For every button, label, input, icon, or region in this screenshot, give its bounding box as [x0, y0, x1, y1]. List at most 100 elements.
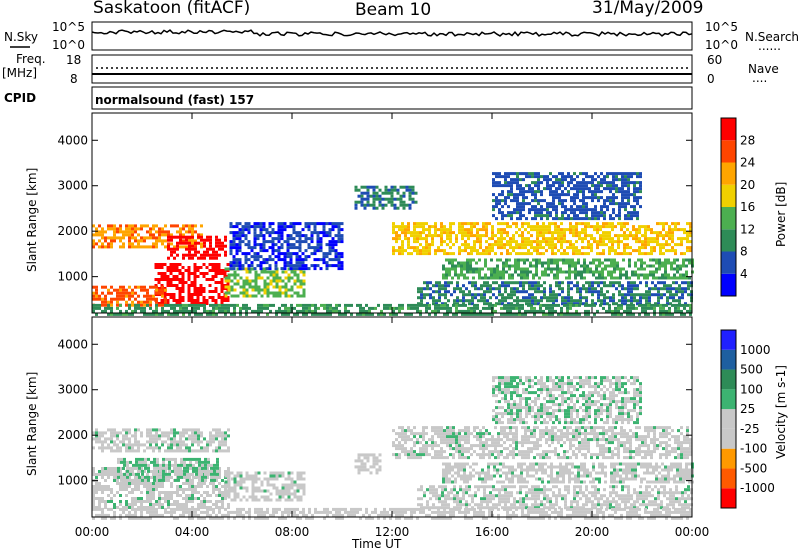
data-cell [311, 246, 314, 249]
data-cell [198, 476, 201, 479]
data-cell [631, 271, 634, 274]
data-cell [676, 268, 679, 271]
data-cell [579, 184, 582, 187]
data-cell [243, 292, 246, 295]
data-cell [669, 293, 672, 296]
data-cell [534, 284, 537, 287]
data-cell [230, 267, 233, 270]
data-cell [311, 310, 314, 313]
data-cell [182, 296, 185, 299]
data-cell [260, 267, 263, 270]
data-cell [161, 310, 164, 313]
data-cell [224, 236, 227, 239]
data-cell [191, 257, 194, 260]
data-cell [657, 299, 660, 302]
data-cell [504, 178, 507, 181]
data-cell [355, 189, 358, 192]
data-cell [146, 473, 149, 476]
data-cell [416, 310, 419, 313]
data-cell [480, 287, 483, 290]
data-cell [116, 482, 119, 485]
data-cell [627, 184, 630, 187]
data-cell [592, 271, 595, 274]
data-cell [490, 268, 493, 271]
data-cell [104, 467, 107, 470]
data-cell [410, 304, 413, 307]
data-cell [464, 240, 467, 243]
data-cell [608, 240, 611, 243]
data-cell [278, 255, 281, 258]
data-cell [123, 479, 126, 482]
data-cell [218, 446, 221, 449]
data-cell [653, 249, 656, 252]
data-cell [420, 293, 423, 296]
data-cell [409, 192, 412, 195]
date-title: 31/May/2009 [592, 0, 704, 18]
data-cell [585, 187, 588, 190]
data-cell [429, 281, 432, 284]
data-cell [413, 249, 416, 252]
data-cell [486, 299, 489, 302]
data-cell [101, 310, 104, 313]
data-cell [128, 242, 131, 245]
data-cell [104, 301, 107, 304]
data-cell [579, 211, 582, 214]
data-cell [144, 461, 147, 464]
data-cell [407, 246, 410, 249]
data-cell [626, 252, 629, 255]
data-cell [573, 214, 576, 217]
data-cell [182, 503, 185, 506]
data-cell [475, 262, 478, 265]
data-cell [652, 277, 655, 280]
data-cell [591, 181, 594, 184]
data-cell [467, 222, 470, 225]
data-cell [210, 467, 213, 470]
data-cell [228, 475, 231, 478]
data-cell [434, 225, 437, 228]
data-cell [155, 443, 158, 446]
data-cell [141, 479, 144, 482]
data-cell [521, 252, 524, 255]
data-cell [616, 268, 619, 271]
data-cell [425, 307, 428, 310]
data-cell [338, 264, 341, 267]
data-cell [558, 287, 561, 290]
data-cell [95, 227, 98, 230]
data-cell [487, 277, 490, 280]
data-cell [162, 470, 165, 473]
data-cell [156, 467, 159, 470]
data-cell [483, 293, 486, 296]
data-cell [143, 443, 146, 446]
data-cell [230, 264, 233, 267]
data-cell [612, 281, 615, 284]
data-cell [125, 224, 128, 227]
data-cell [135, 476, 138, 479]
data-cell [539, 246, 542, 249]
data-cell [401, 228, 404, 231]
data-cell [549, 299, 552, 302]
data-cell [170, 304, 173, 307]
data-cell [591, 217, 594, 220]
data-cell [560, 237, 563, 240]
data-cell [149, 428, 152, 431]
data-cell [581, 240, 584, 243]
data-cell [335, 249, 338, 252]
data-cell [164, 301, 167, 304]
data-cell [302, 267, 305, 270]
data-cell [237, 481, 240, 484]
data-cell [297, 472, 300, 475]
data-cell [252, 496, 255, 499]
data-cell [231, 280, 234, 283]
data-cell [191, 304, 194, 307]
data-cell [499, 271, 502, 274]
data-cell [492, 184, 495, 187]
data-cell [639, 296, 642, 299]
data-cell [678, 284, 681, 287]
data-cell [228, 493, 231, 496]
data-cell [215, 488, 218, 491]
data-cell [165, 464, 168, 467]
data-cell [266, 249, 269, 252]
data-cell [273, 274, 276, 277]
data-cell [661, 265, 664, 268]
data-cell [254, 267, 257, 270]
